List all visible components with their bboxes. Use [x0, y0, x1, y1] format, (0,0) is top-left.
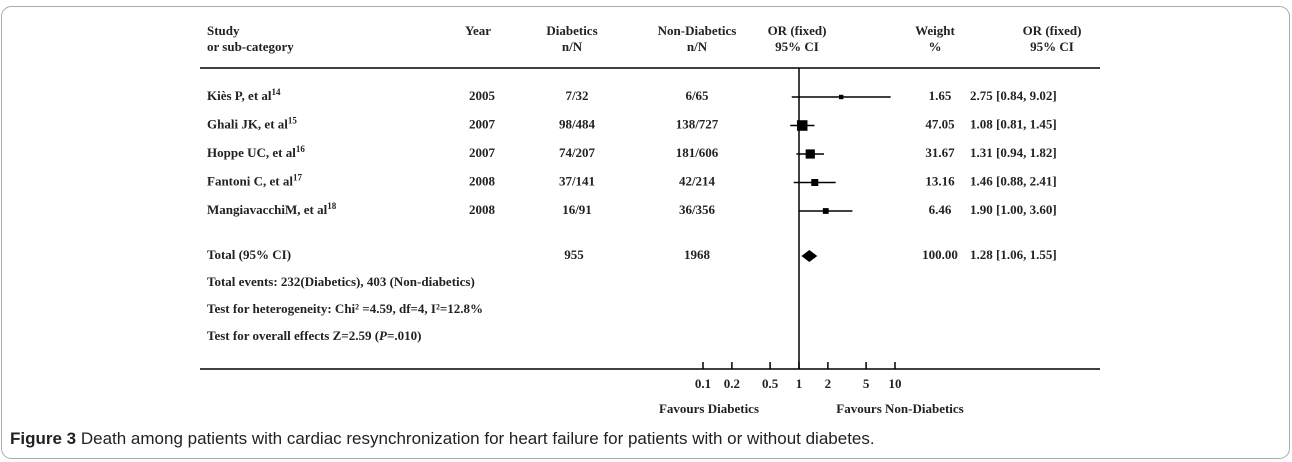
weight: 47.05 [925, 116, 955, 131]
x-tick-label: 0.2 [724, 376, 740, 391]
weight: 6.46 [929, 202, 952, 217]
or-marker [805, 149, 815, 159]
column-header: Diabetics [546, 23, 597, 38]
caption: Figure 3 Death among patients with cardi… [10, 429, 875, 448]
study-year: 2007 [469, 145, 496, 160]
x-tick-label: 10 [889, 376, 902, 391]
column-header: % [929, 39, 942, 54]
or-label: 1.08 [0.81, 1.45] [970, 116, 1057, 131]
diabetics-total: 955 [564, 247, 584, 262]
weight: 13.16 [925, 173, 955, 188]
note: Test for heterogeneity: Chi² =4.59, df=4… [207, 301, 483, 316]
frame [1, 6, 1290, 459]
study-year: 2007 [469, 116, 496, 131]
x-tick-label: 1 [796, 376, 803, 391]
column-header: Study [207, 23, 240, 38]
column-header: OR (fixed) [1023, 23, 1082, 38]
or-marker [822, 208, 829, 214]
or-label: 2.75 [0.84, 9.02] [970, 88, 1057, 103]
study-name: Hoppe UC, et al16 [207, 144, 305, 160]
or-label: 1.31 [0.94, 1.82] [970, 145, 1057, 160]
study-ref: 16 [296, 144, 306, 154]
study-year: 2008 [469, 202, 496, 217]
study-name: MangiavacchiM, et al18 [207, 201, 337, 217]
study-name: Kiès P, et al14 [207, 87, 281, 103]
x-tick-label: 0.1 [695, 376, 711, 391]
study-name: Ghali JK, et al15 [207, 116, 297, 132]
or-label: 1.46 [0.88, 2.41] [970, 173, 1057, 188]
non-diabetics-count: 138/727 [676, 116, 719, 131]
study-ref: 14 [272, 87, 282, 97]
diabetics-count: 74/207 [559, 145, 596, 160]
non-diabetics-total: 1968 [684, 247, 711, 262]
x-tick-label: 0.5 [762, 376, 779, 391]
study-ref: 18 [327, 201, 337, 211]
non-diabetics-count: 181/606 [676, 145, 719, 160]
study-name: Fantoni C, et al17 [207, 173, 302, 189]
column-header: 95% CI [1030, 39, 1074, 54]
diabetics-count: 16/91 [562, 202, 592, 217]
column-header: Non-Diabetics [658, 23, 737, 38]
x-tick-label: 2 [825, 376, 832, 391]
column-header: 95% CI [775, 39, 819, 54]
column-header: Year [465, 23, 491, 38]
weight: 1.65 [929, 88, 952, 103]
caption-text: Death among patients with cardiac resync… [76, 429, 874, 448]
x-label: Favours Non-Diabetics [836, 401, 963, 416]
column-header: OR (fixed) [768, 23, 827, 38]
overall-effect-part: Test for overall effects Z=2.59 ( [207, 328, 379, 343]
study-name-text: Fantoni C, et al [207, 173, 293, 188]
non-diabetics-count: 36/356 [679, 202, 716, 217]
note: Total events: 232(Diabetics), 403 (Non-d… [207, 274, 475, 289]
study-name-text: Kiès P, et al [207, 88, 272, 103]
non-diabetics-count: 6/65 [685, 88, 709, 103]
or-label: 1.90 [1.00, 3.60] [970, 202, 1057, 217]
or-marker [796, 120, 808, 131]
study-year: 2008 [469, 173, 496, 188]
diabetics-count: 37/141 [559, 173, 595, 188]
study-year: 2005 [469, 88, 496, 103]
caption-label: Figure 3 [10, 429, 76, 448]
x-tick-label: 5 [863, 376, 870, 391]
study-ref: 17 [293, 173, 303, 183]
overall-effect: Test for overall effects Z=2.59 (P=.010) [207, 328, 421, 343]
column-header: or sub-category [207, 39, 294, 54]
column-header: n/N [562, 39, 583, 54]
or-marker [811, 179, 819, 186]
or-marker [838, 94, 844, 100]
total-name: Total (95% CI) [207, 247, 291, 262]
study-name-text: MangiavacchiM, et al [207, 202, 328, 217]
total-diamond [801, 250, 818, 262]
diabetics-count: 98/484 [559, 116, 596, 131]
weight: 31.67 [925, 145, 955, 160]
weight-total: 100.00 [922, 247, 958, 262]
non-diabetics-count: 42/214 [679, 173, 716, 188]
column-header: n/N [687, 39, 708, 54]
overall-effect-part: =.010) [387, 328, 422, 343]
diabetics-count: 7/32 [565, 88, 588, 103]
study-ref: 15 [288, 116, 298, 126]
x-label: Favours Diabetics [659, 401, 759, 416]
or-label: 1.28 [1.06, 1.55] [970, 247, 1057, 262]
column-header: Weight [915, 23, 955, 38]
study-name-text: Hoppe UC, et al [207, 145, 296, 160]
overall-effect-part: P [379, 328, 388, 343]
study-name-text: Ghali JK, et al [207, 116, 288, 131]
